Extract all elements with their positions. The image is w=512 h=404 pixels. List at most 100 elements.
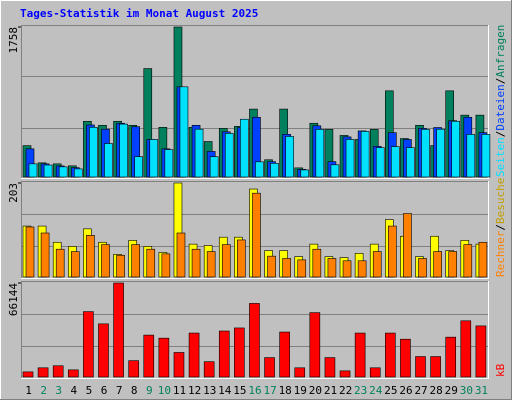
bar: [158, 337, 170, 378]
x-tick-label: 13: [203, 384, 216, 397]
bar: [104, 143, 113, 178]
chart-title: Tages-Statistik im Monat August 2025: [20, 7, 258, 20]
bar: [324, 357, 336, 378]
x-tick-label: 12: [188, 384, 201, 397]
legend-separator: /: [494, 224, 507, 231]
bar: [58, 166, 68, 178]
bar: [234, 327, 245, 378]
bar: [451, 120, 461, 178]
bar: [252, 192, 261, 278]
legend: Rechner/Besuche: [494, 178, 507, 277]
bar: [475, 325, 487, 378]
x-tick-label: 3: [55, 384, 62, 397]
bar: [98, 323, 109, 378]
bar: [478, 241, 488, 278]
bar: [161, 253, 171, 278]
legend-entry: Rechner: [494, 230, 507, 277]
legend-entry: Seiten: [494, 137, 507, 177]
x-tick-label: 26: [399, 384, 412, 397]
bar: [40, 232, 50, 278]
bar: [300, 169, 310, 178]
bar: [315, 129, 325, 178]
x-tick-label: 7: [116, 384, 123, 397]
bar: [391, 146, 400, 178]
bar: [188, 332, 200, 378]
bar: [237, 239, 246, 278]
bar: [415, 356, 426, 378]
bar: [119, 123, 128, 178]
bar: [164, 149, 174, 178]
bar: [22, 371, 34, 378]
x-tick-label: 17: [263, 384, 276, 397]
bar: [209, 156, 219, 178]
bar: [339, 370, 351, 378]
bar: [173, 352, 185, 378]
x-tick-label: 16: [248, 384, 261, 397]
bar: [342, 260, 352, 278]
legend: kB: [494, 363, 507, 377]
bar: [146, 248, 156, 278]
bar: [385, 332, 396, 378]
x-tick-label: 28: [430, 384, 443, 397]
x-tick-label: 18: [279, 384, 292, 397]
bar: [179, 86, 189, 178]
bar: [375, 147, 385, 178]
bar: [279, 331, 290, 378]
x-tick-label: 20: [309, 384, 322, 397]
x-tick-label: 2: [40, 384, 47, 397]
bar: [388, 225, 397, 278]
bar: [294, 367, 306, 378]
y-tick-label: 203: [7, 183, 20, 203]
bar: [101, 244, 110, 278]
x-tick-label: 30: [460, 384, 473, 397]
x-tick-label: 14: [218, 384, 232, 397]
bar: [433, 251, 442, 278]
bar: [25, 226, 35, 278]
bar: [403, 213, 412, 278]
bar: [400, 338, 411, 378]
x-tick-label: 29: [445, 384, 458, 397]
x-tick-label: 1: [25, 384, 32, 397]
bar: [297, 259, 307, 278]
bar: [143, 334, 155, 378]
x-tick-label: 4: [71, 384, 78, 397]
bar: [73, 168, 83, 178]
bar: [134, 156, 143, 178]
bar: [206, 251, 216, 278]
bar: [194, 128, 204, 178]
bar: [327, 258, 337, 278]
x-tick-label: 8: [131, 384, 138, 397]
bar: [406, 147, 415, 178]
bar: [357, 260, 367, 278]
bar: [70, 251, 80, 278]
bar: [460, 320, 472, 378]
x-tick-label: 6: [101, 384, 108, 397]
legend-separator: /: [494, 78, 507, 85]
x-tick-label: 9: [146, 384, 153, 397]
bar: [83, 311, 94, 378]
x-tick-label: 24: [369, 384, 383, 397]
bar: [37, 367, 49, 378]
bar: [463, 244, 473, 278]
bar: [345, 139, 355, 178]
x-tick-label: 31: [475, 384, 488, 397]
bar: [436, 128, 445, 178]
bar: [445, 336, 457, 378]
bar: [218, 330, 230, 378]
bar: [282, 258, 291, 278]
x-tick-label: 19: [294, 384, 307, 397]
legend-entry: Dateien: [494, 84, 507, 130]
bar: [309, 312, 321, 378]
bar: [191, 248, 201, 278]
x-tick-label: 22: [339, 384, 352, 397]
x-tick-label: 23: [354, 384, 367, 397]
bar: [255, 161, 264, 178]
bar: [360, 131, 370, 178]
legend-entry: Besuche: [494, 178, 507, 224]
legend-entry: kB: [494, 363, 507, 377]
bar: [128, 360, 139, 378]
x-tick-label: 11: [173, 384, 186, 397]
bar: [330, 164, 340, 178]
bar: [354, 332, 366, 378]
bar: [221, 244, 231, 278]
